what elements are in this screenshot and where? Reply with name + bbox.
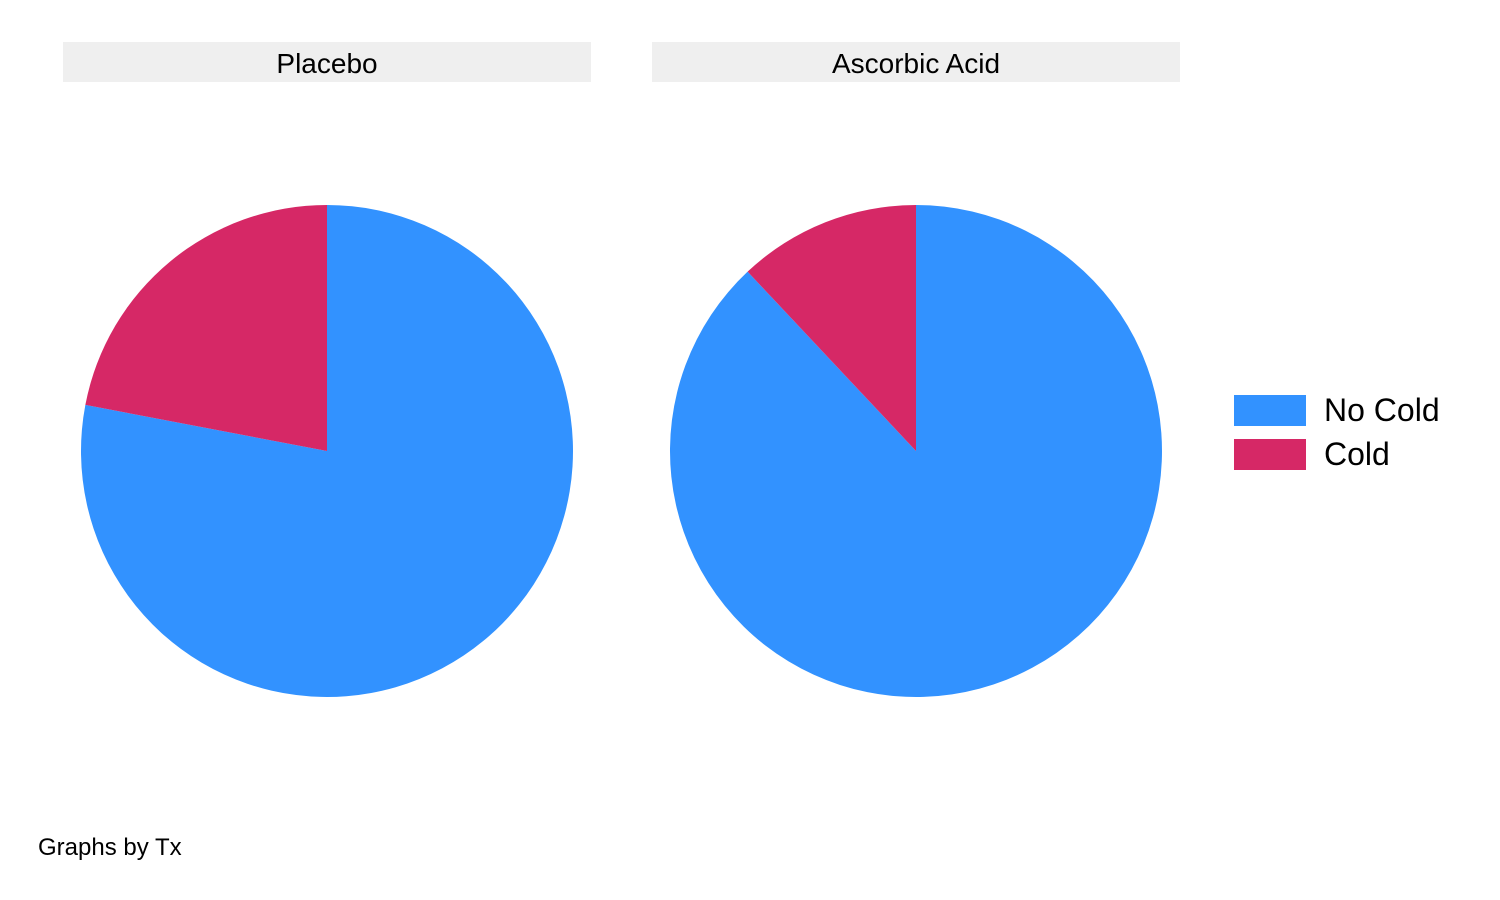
- legend-swatch: [1234, 438, 1306, 470]
- legend-item-no-cold: No Cold: [1234, 391, 1440, 428]
- legend-label: Cold: [1324, 435, 1390, 472]
- pie-slice-cold: [747, 204, 916, 451]
- pie-slice-cold: [85, 204, 327, 451]
- legend: No Cold Cold: [1234, 391, 1440, 482]
- panel-title: Ascorbic Acid: [652, 42, 1180, 82]
- legend-item-cold: Cold: [1234, 435, 1440, 472]
- pie-slice-no-cold: [81, 205, 574, 697]
- panel-title: Placebo: [63, 42, 591, 82]
- chart-note: Graphs by Tx: [38, 834, 182, 861]
- pie-chart-placebo: [81, 204, 574, 697]
- legend-swatch: [1234, 394, 1306, 426]
- pie-chart-ascorbic-acid: [669, 204, 1162, 697]
- panel-ascorbic-acid: Ascorbic Acid: [652, 42, 1180, 742]
- pie-slice-no-cold: [669, 205, 1162, 697]
- panel-placebo: Placebo: [63, 42, 591, 742]
- legend-label: No Cold: [1324, 391, 1440, 428]
